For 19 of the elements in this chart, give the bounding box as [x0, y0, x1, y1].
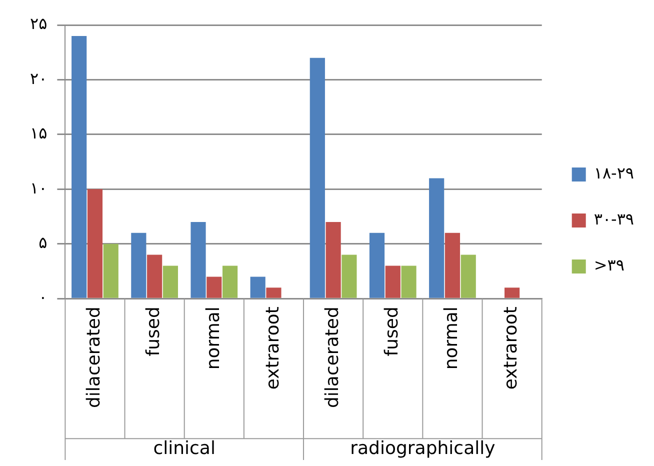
y-tick-label: ۲۵ — [30, 14, 48, 34]
y-tick-label: ۲۰ — [30, 68, 48, 88]
legend-label: ۱۸-۲۹ — [594, 164, 634, 183]
legend-label: >۳۹ — [594, 256, 624, 275]
x-tick-label: fused — [143, 306, 164, 356]
x-tick-label: dilacerated — [322, 306, 343, 408]
x-tick-label: extraroot — [500, 306, 522, 390]
y-tick-label: ۰ — [38, 288, 48, 307]
x-tick-label: normal — [441, 306, 462, 370]
x-tick-label: extraroot — [262, 306, 284, 390]
y-tick-label: ۵ — [38, 233, 48, 252]
x-tick-label: normal — [202, 306, 224, 370]
x-tick-label: fused — [382, 306, 403, 356]
legend-label: ۳۰-۳۹ — [594, 210, 634, 229]
y-tick-label: ۱۵ — [30, 124, 48, 143]
text: radiographically — [350, 438, 496, 459]
y-tick-label: ۱۰ — [30, 178, 48, 198]
text: clinical — [153, 438, 216, 459]
x-tick-label: dilacerated — [84, 306, 105, 408]
